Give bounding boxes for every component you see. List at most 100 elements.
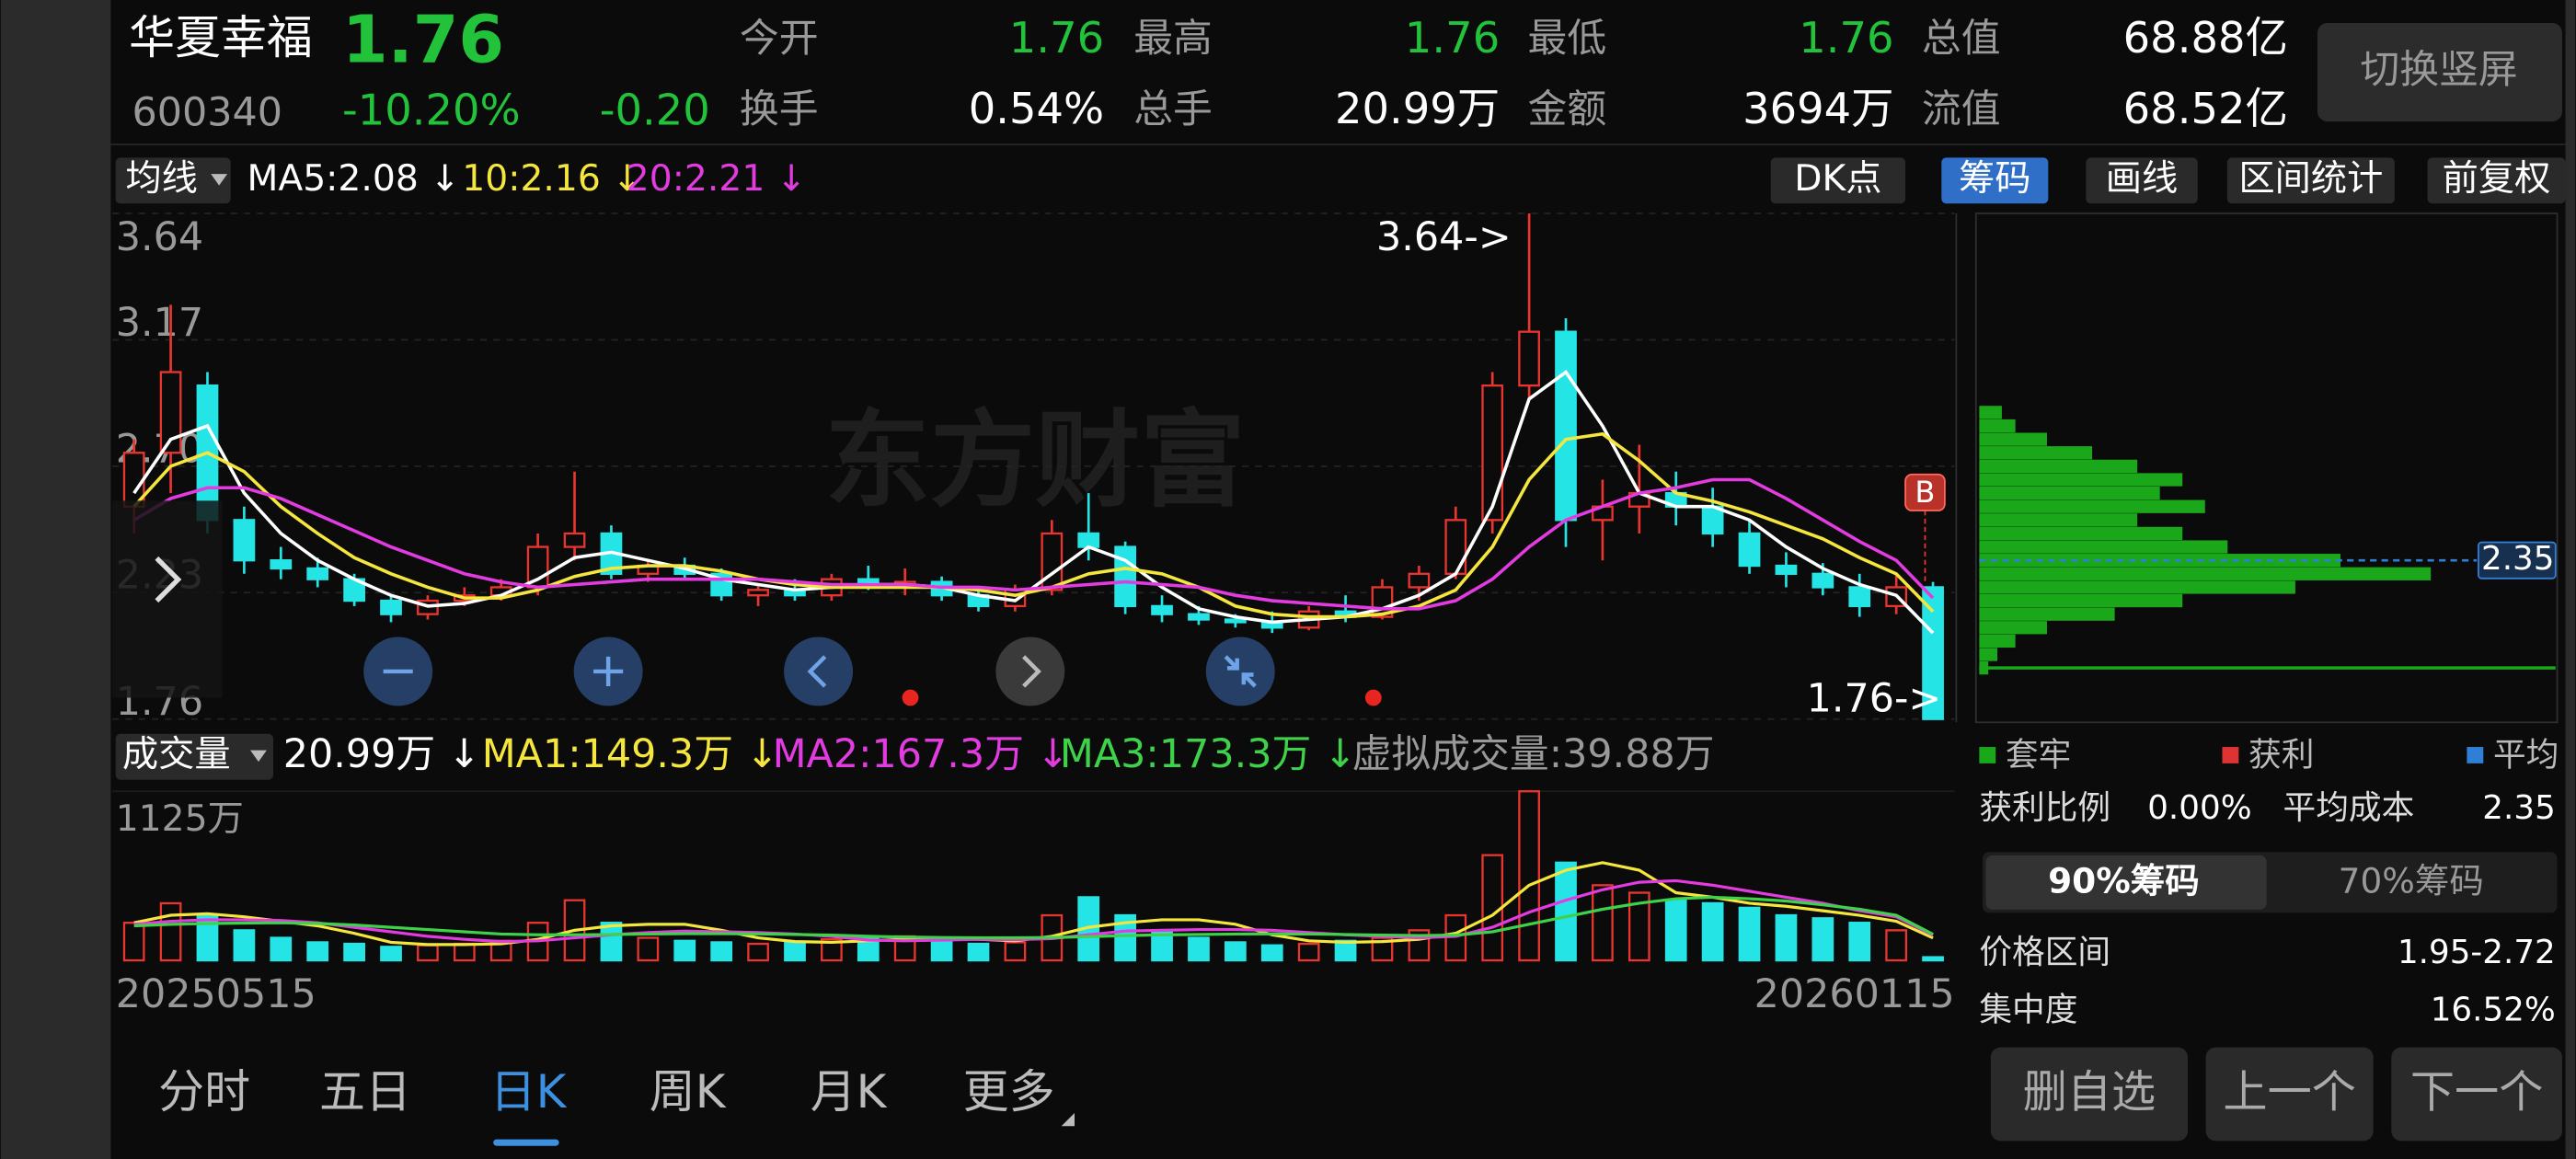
candle-body (747, 589, 769, 597)
action-button[interactable] (2391, 1047, 2562, 1142)
stat-label: 最低 (1528, 16, 1607, 62)
zoom-control[interactable] (995, 637, 1065, 706)
volume-bar (196, 913, 219, 962)
tool-button[interactable] (1770, 157, 1906, 204)
virtual-volume: 虚拟成交量:39.88万 (1352, 731, 1715, 777)
stock-name: 华夏幸福 (129, 11, 313, 64)
chip-tab-active[interactable] (1985, 855, 2267, 910)
chip-tab: 70%筹码 (2339, 861, 2484, 901)
candle-body (270, 559, 293, 570)
stat-value: 3694万 (1742, 84, 1893, 133)
ma-legend: 10:2.16 ↓ (462, 158, 642, 200)
y-tick-label: 3.17 (116, 300, 203, 346)
chip-bar (1979, 513, 2138, 527)
ma-line (132, 431, 1935, 619)
tool-button-label: 区间统计 (2238, 158, 2383, 200)
zoom-control[interactable] (1205, 637, 1275, 706)
tool-button[interactable] (2086, 157, 2198, 204)
period-tab[interactable]: 周K (650, 1065, 727, 1119)
legend-label: 平均 (2493, 737, 2559, 775)
control-icon (807, 655, 827, 688)
volume-bar (673, 939, 696, 962)
volume-bar (306, 941, 329, 962)
stat-value: 0.54% (969, 84, 1104, 133)
volume-bar (1922, 956, 1944, 962)
candle-body (563, 532, 586, 548)
low-annotation: 1.76-> (1807, 676, 1942, 722)
high-annotation: 3.64-> (1376, 214, 1512, 260)
volume-ma-legend: MA2:167.3万 ↓ (773, 731, 1070, 777)
chip-bar (1979, 446, 2093, 460)
row-label: 集中度 (1979, 991, 2077, 1028)
volume-bar (233, 929, 256, 962)
volume-bar (1664, 899, 1687, 962)
volume-bar (343, 942, 365, 962)
volume-bar (1592, 884, 1614, 962)
x-tick-label: 20260115 (1754, 971, 1955, 1017)
tool-button[interactable] (2226, 157, 2395, 204)
volume-ma-legend: MA1:149.3万 ↓ (482, 731, 779, 777)
period-tab[interactable]: 更多 (963, 1065, 1055, 1119)
chip-bar (1979, 554, 2340, 568)
stat-label: 换手 (740, 86, 819, 132)
legend-label: 获利 (2248, 737, 2314, 775)
ma-line (132, 477, 1935, 611)
zoom-control[interactable] (784, 637, 854, 706)
volume-bar (1408, 929, 1431, 962)
volume-bar (1260, 944, 1283, 962)
chip-bar (1979, 540, 2228, 554)
action-button[interactable] (1990, 1047, 2189, 1142)
volume-bar (1371, 936, 1394, 962)
avg-label: 2.35 (2481, 540, 2554, 578)
ma-menu[interactable] (115, 157, 231, 204)
change-percent: -10.20% (342, 86, 521, 135)
stat-value: 68.52亿 (2123, 84, 2288, 133)
stat-label: 获利比例 (1979, 789, 2110, 827)
stat-label: 最高 (1133, 16, 1213, 62)
period-tab[interactable]: 五日 (319, 1065, 411, 1119)
stat-value: 1.76 (1009, 13, 1104, 63)
side-panel[interactable] (112, 500, 223, 698)
volume-menu[interactable] (115, 733, 274, 780)
legend-swatch (2222, 747, 2239, 763)
event-dot (1364, 689, 1382, 706)
row-value: 16.52% (2431, 991, 2556, 1028)
action-button[interactable] (2205, 1047, 2374, 1142)
stat-value: 20.99万 (1335, 84, 1500, 133)
volume-ma-legend: MA3:173.3万 ↓ (1060, 731, 1357, 777)
chip-bar (1979, 593, 2183, 608)
signal-box (1904, 473, 1946, 511)
period-tab[interactable]: 日K (490, 1065, 568, 1119)
tool-button[interactable] (2427, 157, 2566, 204)
stock-price: 1.76 (342, 2, 504, 78)
volume-bar (1885, 929, 1908, 962)
switch-button[interactable] (2317, 22, 2562, 122)
candle-body (1114, 545, 1137, 608)
volume-bar (1848, 922, 1871, 962)
chip-bar (1979, 499, 2205, 513)
stock-code: 600340 (132, 89, 282, 135)
change: -0.20 (600, 86, 710, 135)
volume-bar (1188, 936, 1210, 962)
candle-body (1922, 586, 1944, 720)
period-tab[interactable]: 分时 (158, 1065, 250, 1119)
legend-swatch (1979, 747, 1996, 763)
volume-bar (1738, 906, 1761, 962)
volume-bar (1775, 913, 1798, 962)
chip-bar (1979, 459, 2138, 473)
chip-bar (1979, 526, 2183, 541)
chip-bar (1979, 648, 1997, 661)
chip-tab: 90%筹码 (2048, 861, 2200, 901)
volume-bar (270, 936, 293, 962)
volume-bar (821, 938, 843, 962)
stat-value: 1.76 (1405, 13, 1500, 63)
tool-button[interactable] (1941, 157, 2049, 204)
candle-body (1444, 519, 1467, 575)
side-chevron (155, 556, 182, 603)
tab-underline (493, 1139, 559, 1146)
chip-bar (1979, 473, 2183, 487)
period-tab[interactable]: 月K (811, 1065, 888, 1119)
control-icon (1022, 655, 1041, 688)
